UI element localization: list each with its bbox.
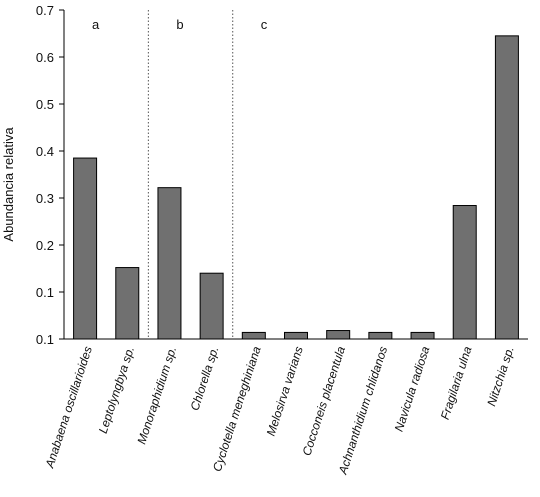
y-tick-label: 0.7 [36,3,54,18]
bar [284,331,308,340]
y-tick-label: 0.1 [36,285,54,300]
bars-layer [73,35,519,340]
group-label: c [261,17,268,32]
x-tick-label: Monoraphidium sp. [134,345,179,446]
bar [73,157,98,340]
x-tick-label: Nitzchia sp. [484,345,516,408]
bar [241,331,266,340]
x-tick-label: Fragilaria ulna [438,344,475,421]
y-tick-label: 0.3 [36,191,54,206]
x-tick-label: Melosirva varians [264,345,306,438]
bar [494,35,519,340]
y-axis-title: Abundancia relativa [1,127,16,242]
bar [326,330,351,340]
bar [115,267,140,340]
x-tick-label: Cyclotella meneghiniana [210,344,264,473]
group-labels: a b c [92,17,268,32]
y-ticks: 0.1 0.1 0.2 0.3 0.4 0.5 0.6 0.7 [36,3,64,347]
x-tick-label: Achnanthidium chlidanos [335,345,390,477]
bar [410,331,435,340]
x-tick-label: Leptolyngbya sp. [96,345,137,436]
y-tick-label: 0.5 [36,97,54,112]
x-tick-label: Cocconeis placentula [299,344,348,457]
y-tick-label: 0.6 [36,50,54,65]
group-label: b [176,17,183,32]
bar [157,187,182,340]
x-tick-labels: Anabaena oscillarioides Leptolyngbya sp.M… [42,344,517,476]
group-label: a [92,17,100,32]
y-tick-label: 0.2 [36,238,54,253]
axes [63,10,528,340]
bar [452,205,477,340]
group-separators [147,10,234,339]
x-tick-label: Navicula radiosa [392,344,433,433]
x-tick-label: Anabaena oscillarioides [42,345,95,471]
y-tick-label: 0.1 [36,332,54,347]
x-tick-label: Chlorella sp. [188,345,222,413]
bar [368,331,393,340]
bar [199,272,224,340]
y-tick-label: 0.4 [36,144,54,159]
